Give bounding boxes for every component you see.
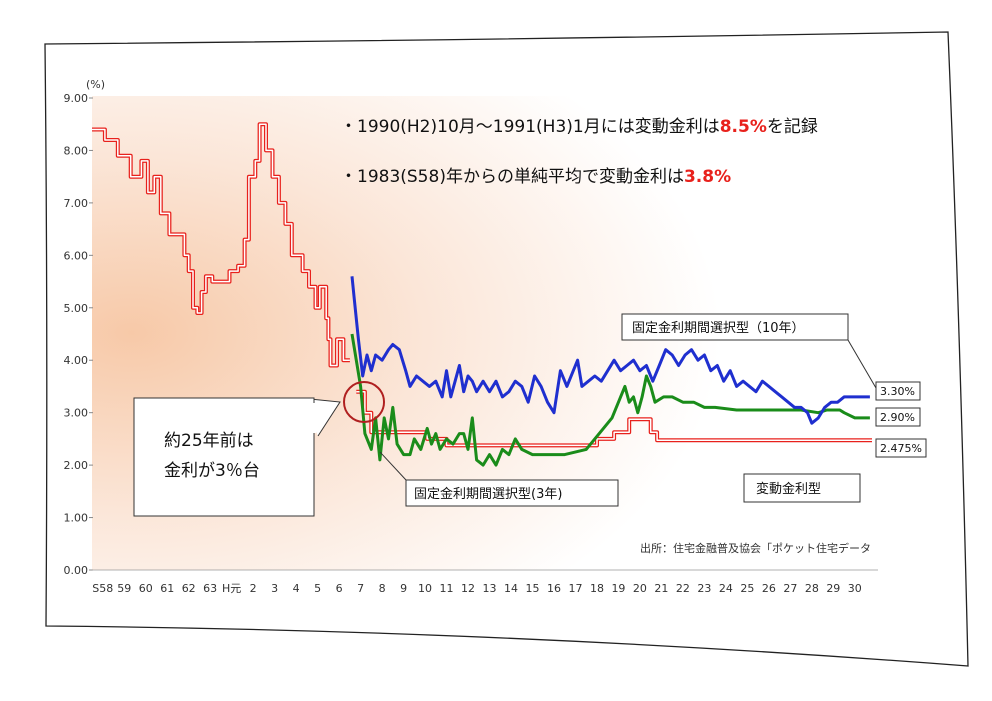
- x-tick-labels: S58 59 60 61 62 63 H元 2 3 4 5 6 7 8 9 10 11 12 13 14 15 16 17 1…: [92, 582, 862, 595]
- series-line-inner: [92, 123, 350, 367]
- y-tick-label: 6.00: [64, 249, 89, 262]
- x-tick-label: 26: [762, 582, 776, 595]
- callout-line-2: 金利が3％台: [164, 461, 260, 481]
- x-tick-label: 6: [336, 582, 343, 595]
- x-tick-label: 11: [440, 582, 454, 595]
- x-tick-label: S58: [92, 582, 113, 595]
- x-tick-label: 9: [400, 582, 407, 595]
- y-tick-label: 3.00: [64, 407, 89, 420]
- label-box-fixed10: [621, 313, 849, 341]
- x-tick-label: 61: [160, 582, 174, 595]
- x-tick-label: 62: [182, 582, 196, 595]
- x-tick-label: 60: [139, 582, 153, 595]
- end-box-red: [875, 438, 927, 458]
- x-tick-label: 7: [357, 582, 364, 595]
- note-1-suffix: を記録: [767, 117, 818, 137]
- x-tick-label: 18: [590, 582, 604, 595]
- x-tick-label: 27: [783, 582, 797, 595]
- label-fixed3: 固定金利期間選択型(3年): [414, 486, 562, 502]
- y-tick-label: 7.00: [64, 197, 89, 210]
- y-tick-label: 8.00: [64, 144, 89, 157]
- callout-box: [133, 397, 315, 517]
- x-tick-label: 12: [461, 582, 475, 595]
- x-tick-label: 22: [676, 582, 690, 595]
- end-value-red: 2.475%: [880, 442, 922, 455]
- y-tick-label: 2.00: [64, 459, 89, 472]
- x-tick-label: 21: [654, 582, 668, 595]
- y-tick-label: 1.00: [64, 512, 89, 525]
- x-tick-label: H元: [222, 582, 241, 595]
- x-tick-label: 20: [633, 582, 647, 595]
- x-tick-label: 15: [525, 582, 539, 595]
- x-tick-label: 2: [250, 582, 257, 595]
- end-value-blue: 3.30%: [880, 385, 915, 398]
- y-tick-label: 9.00: [64, 92, 89, 105]
- end-box-green: [875, 407, 921, 427]
- note-1-highlight: 8.5%: [720, 117, 767, 137]
- end-value-green: 2.90%: [880, 411, 915, 424]
- source-note: 出所：住宅金融普及協会「ポケット住宅データ: [640, 541, 871, 555]
- label-fixed3-leader: [379, 451, 407, 481]
- y-tick-labels: 9.00 8.00 7.00 6.00 5.00 4.00 3.00 2.00 1.00 0.00: [64, 92, 93, 577]
- x-tick-label: 10: [418, 582, 432, 595]
- x-tick-label: 30: [848, 582, 862, 595]
- x-tick-label: 28: [805, 582, 819, 595]
- highlight-circle: [343, 381, 385, 423]
- x-tick-label: 5: [314, 582, 321, 595]
- series-line: [350, 333, 870, 467]
- x-tick-label: 23: [697, 582, 711, 595]
- label-fixed10-leader: [847, 339, 877, 389]
- callout-line-1: 約25年前は: [164, 431, 254, 451]
- label-box-fixed3: [405, 479, 619, 507]
- x-tick-label: 59: [117, 582, 131, 595]
- y-axis-unit: (%): [86, 78, 105, 91]
- callout-pointer-joint: [302, 403, 316, 433]
- y-tick-label: 5.00: [64, 302, 89, 315]
- note-2: ・1983(S58)年からの単純平均で変動金利は3.8%: [340, 167, 731, 187]
- x-tick-label: 29: [826, 582, 840, 595]
- label-variable: 変動金利型: [756, 481, 821, 497]
- note-2-text: ・1983(S58)年からの単純平均で変動金利は: [340, 167, 684, 187]
- x-tick-label: 3: [271, 582, 278, 595]
- x-tick-label: 24: [719, 582, 733, 595]
- x-tick-label: 63: [203, 582, 217, 595]
- note-1-text: ・1990(H2)10月～1991(H3)1月には変動金利は: [340, 117, 720, 137]
- x-tick-label: 8: [379, 582, 386, 595]
- x-tick-label: 13: [483, 582, 497, 595]
- y-tick-label: 0.00: [64, 564, 89, 577]
- x-tick-label: 14: [504, 582, 518, 595]
- label-fixed10: 固定金利期間選択型（10年）: [632, 320, 805, 336]
- x-tick-label: 19: [611, 582, 625, 595]
- end-box-blue: [875, 381, 921, 401]
- x-tick-label: 25: [740, 582, 754, 595]
- x-tick-label: 16: [547, 582, 561, 595]
- x-tick-label: 17: [568, 582, 582, 595]
- label-box-variable: [743, 473, 861, 503]
- series-group: [92, 122, 872, 467]
- y-tick-label: 4.00: [64, 354, 89, 367]
- series-line: [350, 276, 870, 425]
- x-tick-label: 4: [293, 582, 300, 595]
- note-1: ・1990(H2)10月～1991(H3)1月には変動金利は8.5%を記録: [340, 117, 818, 137]
- note-2-highlight: 3.8%: [684, 167, 731, 187]
